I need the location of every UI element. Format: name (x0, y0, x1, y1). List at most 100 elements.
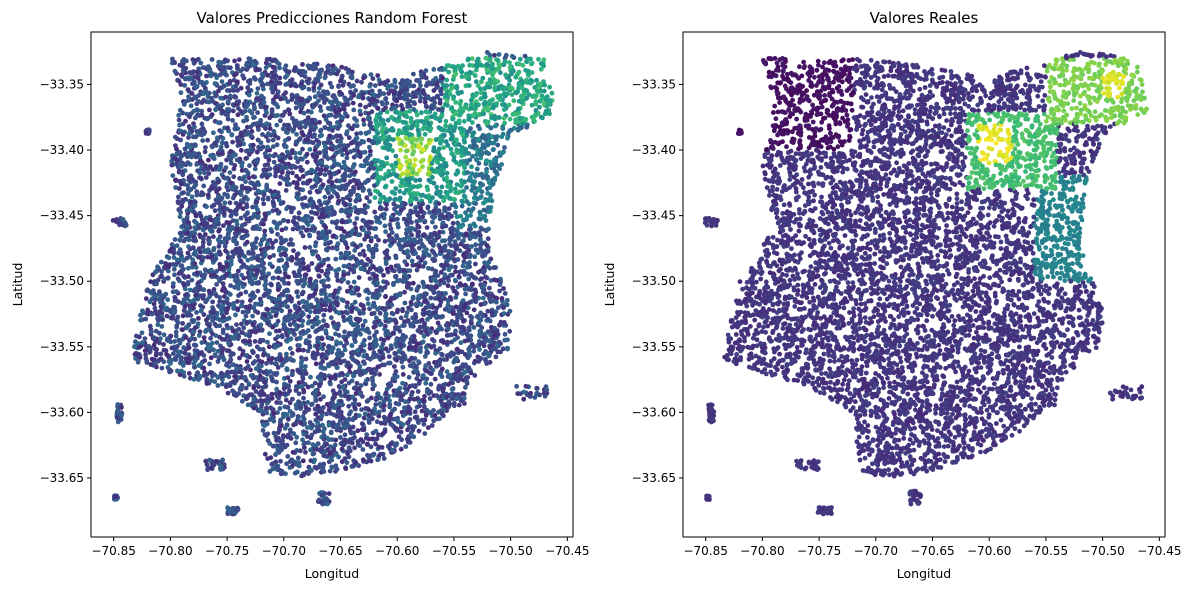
data-point (263, 65, 269, 70)
data-point (483, 218, 489, 224)
data-point (471, 307, 477, 313)
data-point (308, 109, 314, 115)
data-point (196, 333, 202, 338)
data-point (215, 316, 221, 322)
data-point (419, 257, 424, 263)
data-point (297, 343, 302, 348)
data-point (300, 174, 306, 179)
data-point (255, 207, 260, 213)
data-point (436, 201, 442, 207)
data-point (244, 114, 249, 120)
data-point (375, 391, 381, 397)
data-point (143, 352, 149, 358)
data-point (350, 349, 356, 355)
data-point (142, 336, 148, 341)
data-point (218, 144, 224, 150)
data-point (374, 247, 379, 253)
data-point (464, 310, 470, 316)
data-point (387, 360, 393, 366)
data-point (467, 254, 473, 260)
data-point (313, 243, 318, 249)
data-point (172, 68, 178, 74)
data-point (319, 132, 324, 138)
data-point (394, 357, 399, 363)
data-point (207, 361, 212, 367)
data-point (186, 322, 192, 327)
data-point (377, 401, 383, 406)
data-point (321, 318, 326, 324)
data-point (307, 245, 313, 250)
data-point (227, 170, 233, 176)
data-point (473, 261, 478, 267)
data-point (302, 124, 308, 130)
data-point (195, 168, 201, 174)
data-point (202, 163, 208, 169)
data-point (367, 152, 373, 158)
data-point (450, 116, 456, 122)
data-point (339, 183, 345, 189)
data-point (228, 283, 234, 288)
data-point (231, 174, 237, 180)
data-point (498, 349, 503, 355)
data-point (222, 175, 228, 181)
data-point (274, 400, 280, 405)
data-point (300, 146, 305, 152)
data-point (309, 432, 315, 438)
data-point (296, 210, 302, 216)
data-point (287, 322, 293, 327)
data-point (450, 311, 456, 316)
data-point (421, 312, 427, 317)
data-point (367, 276, 373, 281)
data-point (500, 102, 505, 107)
data-point (284, 461, 289, 467)
data-point (316, 273, 322, 279)
data-point (201, 166, 206, 172)
data-point (234, 232, 239, 238)
data-point (317, 119, 322, 125)
data-point (287, 434, 293, 440)
data-point (424, 376, 430, 382)
data-point (236, 57, 242, 62)
data-point (320, 429, 326, 435)
data-point (458, 340, 464, 346)
data-point (485, 190, 491, 196)
data-point (321, 405, 326, 410)
data-point (375, 106, 381, 111)
data-point (375, 73, 381, 78)
data-point (495, 305, 501, 311)
data-point (402, 300, 408, 306)
data-point (344, 155, 350, 161)
data-point (314, 315, 320, 320)
data-point (223, 141, 229, 146)
data-point (382, 223, 388, 229)
data-point (240, 338, 246, 344)
data-point (426, 309, 432, 315)
data-point (293, 420, 299, 426)
data-point (384, 197, 389, 203)
data-point (278, 201, 284, 207)
data-point (314, 204, 320, 210)
data-point (224, 157, 230, 163)
data-point (259, 359, 265, 365)
data-point (151, 342, 157, 348)
data-point (444, 369, 450, 375)
data-point (158, 356, 164, 362)
data-point (342, 358, 347, 364)
data-point (463, 74, 469, 79)
data-point (176, 168, 182, 174)
data-point (255, 110, 260, 115)
data-point (385, 254, 390, 260)
data-point (339, 446, 345, 452)
data-point (534, 88, 540, 94)
data-point (198, 303, 203, 308)
data-point (341, 272, 347, 278)
data-point (158, 336, 163, 342)
data-point (265, 307, 271, 312)
data-point (341, 263, 347, 269)
data-point (391, 392, 397, 398)
data-point (437, 97, 443, 103)
data-point (459, 147, 465, 152)
data-point (239, 321, 244, 327)
data-point (361, 122, 367, 127)
data-point (176, 112, 182, 118)
